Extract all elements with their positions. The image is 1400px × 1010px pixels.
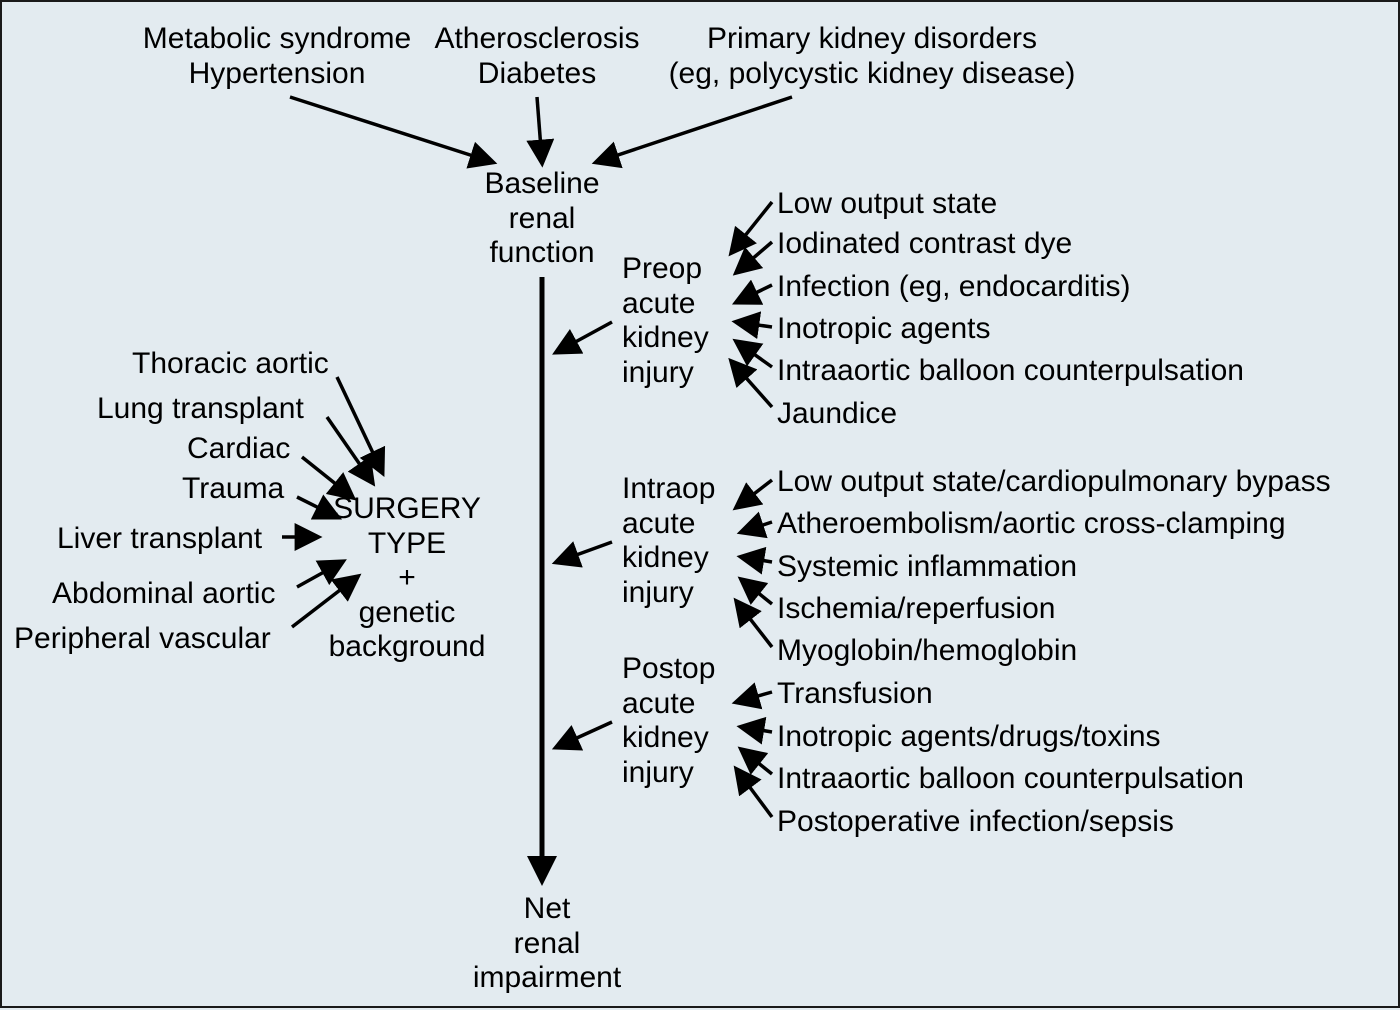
node-net-impairment: Net renal impairment bbox=[462, 892, 632, 996]
node-preop-2: Iodinated contrast dye bbox=[777, 227, 1072, 262]
node-st-peripheral: Peripheral vascular bbox=[14, 622, 271, 657]
node-preop-1: Low output state bbox=[777, 187, 997, 222]
node-top-factor-3: Primary kidney disorders (eg, polycystic… bbox=[662, 22, 1082, 91]
node-postop-3: Intraaortic balloon counterpulsation bbox=[777, 762, 1244, 797]
node-surgery-type: SURGERY TYPE + genetic background bbox=[317, 492, 497, 665]
node-preop-6: Jaundice bbox=[777, 397, 897, 432]
node-preop-5: Intraaortic balloon counterpulsation bbox=[777, 354, 1244, 389]
node-postop-label: Postop acute kidney injury bbox=[622, 652, 715, 790]
node-intraop-4: Ischemia/reperfusion bbox=[777, 592, 1055, 627]
node-intraop-3: Systemic inflammation bbox=[777, 550, 1077, 585]
node-intraop-5: Myoglobin/hemoglobin bbox=[777, 634, 1077, 669]
node-top-factor-2: Atherosclerosis Diabetes bbox=[417, 22, 657, 91]
node-preop-3: Infection (eg, endocarditis) bbox=[777, 270, 1131, 305]
node-st-abdominal: Abdominal aortic bbox=[52, 577, 275, 612]
node-preop-4: Inotropic agents bbox=[777, 312, 990, 347]
node-st-cardiac: Cardiac bbox=[187, 432, 290, 467]
diagram-frame: Metabolic syndrome Hypertension Atherosc… bbox=[0, 0, 1400, 1008]
node-intraop-2: Atheroembolism/aortic cross-clamping bbox=[777, 507, 1286, 542]
node-intraop-1: Low output state/cardiopulmonary bypass bbox=[777, 465, 1331, 500]
node-st-liver: Liver transplant bbox=[57, 522, 262, 557]
node-st-lung: Lung transplant bbox=[97, 392, 304, 427]
node-intraop-label: Intraop acute kidney injury bbox=[622, 472, 715, 610]
node-top-factor-1: Metabolic syndrome Hypertension bbox=[127, 22, 427, 91]
node-postop-2: Inotropic agents/drugs/toxins bbox=[777, 720, 1161, 755]
node-postop-1: Transfusion bbox=[777, 677, 933, 712]
node-postop-4: Postoperative infection/sepsis bbox=[777, 805, 1174, 840]
node-preop-label: Preop acute kidney injury bbox=[622, 252, 709, 390]
node-st-thoracic: Thoracic aortic bbox=[132, 347, 329, 382]
node-baseline: Baseline renal function bbox=[472, 167, 612, 271]
node-st-trauma: Trauma bbox=[182, 472, 284, 507]
